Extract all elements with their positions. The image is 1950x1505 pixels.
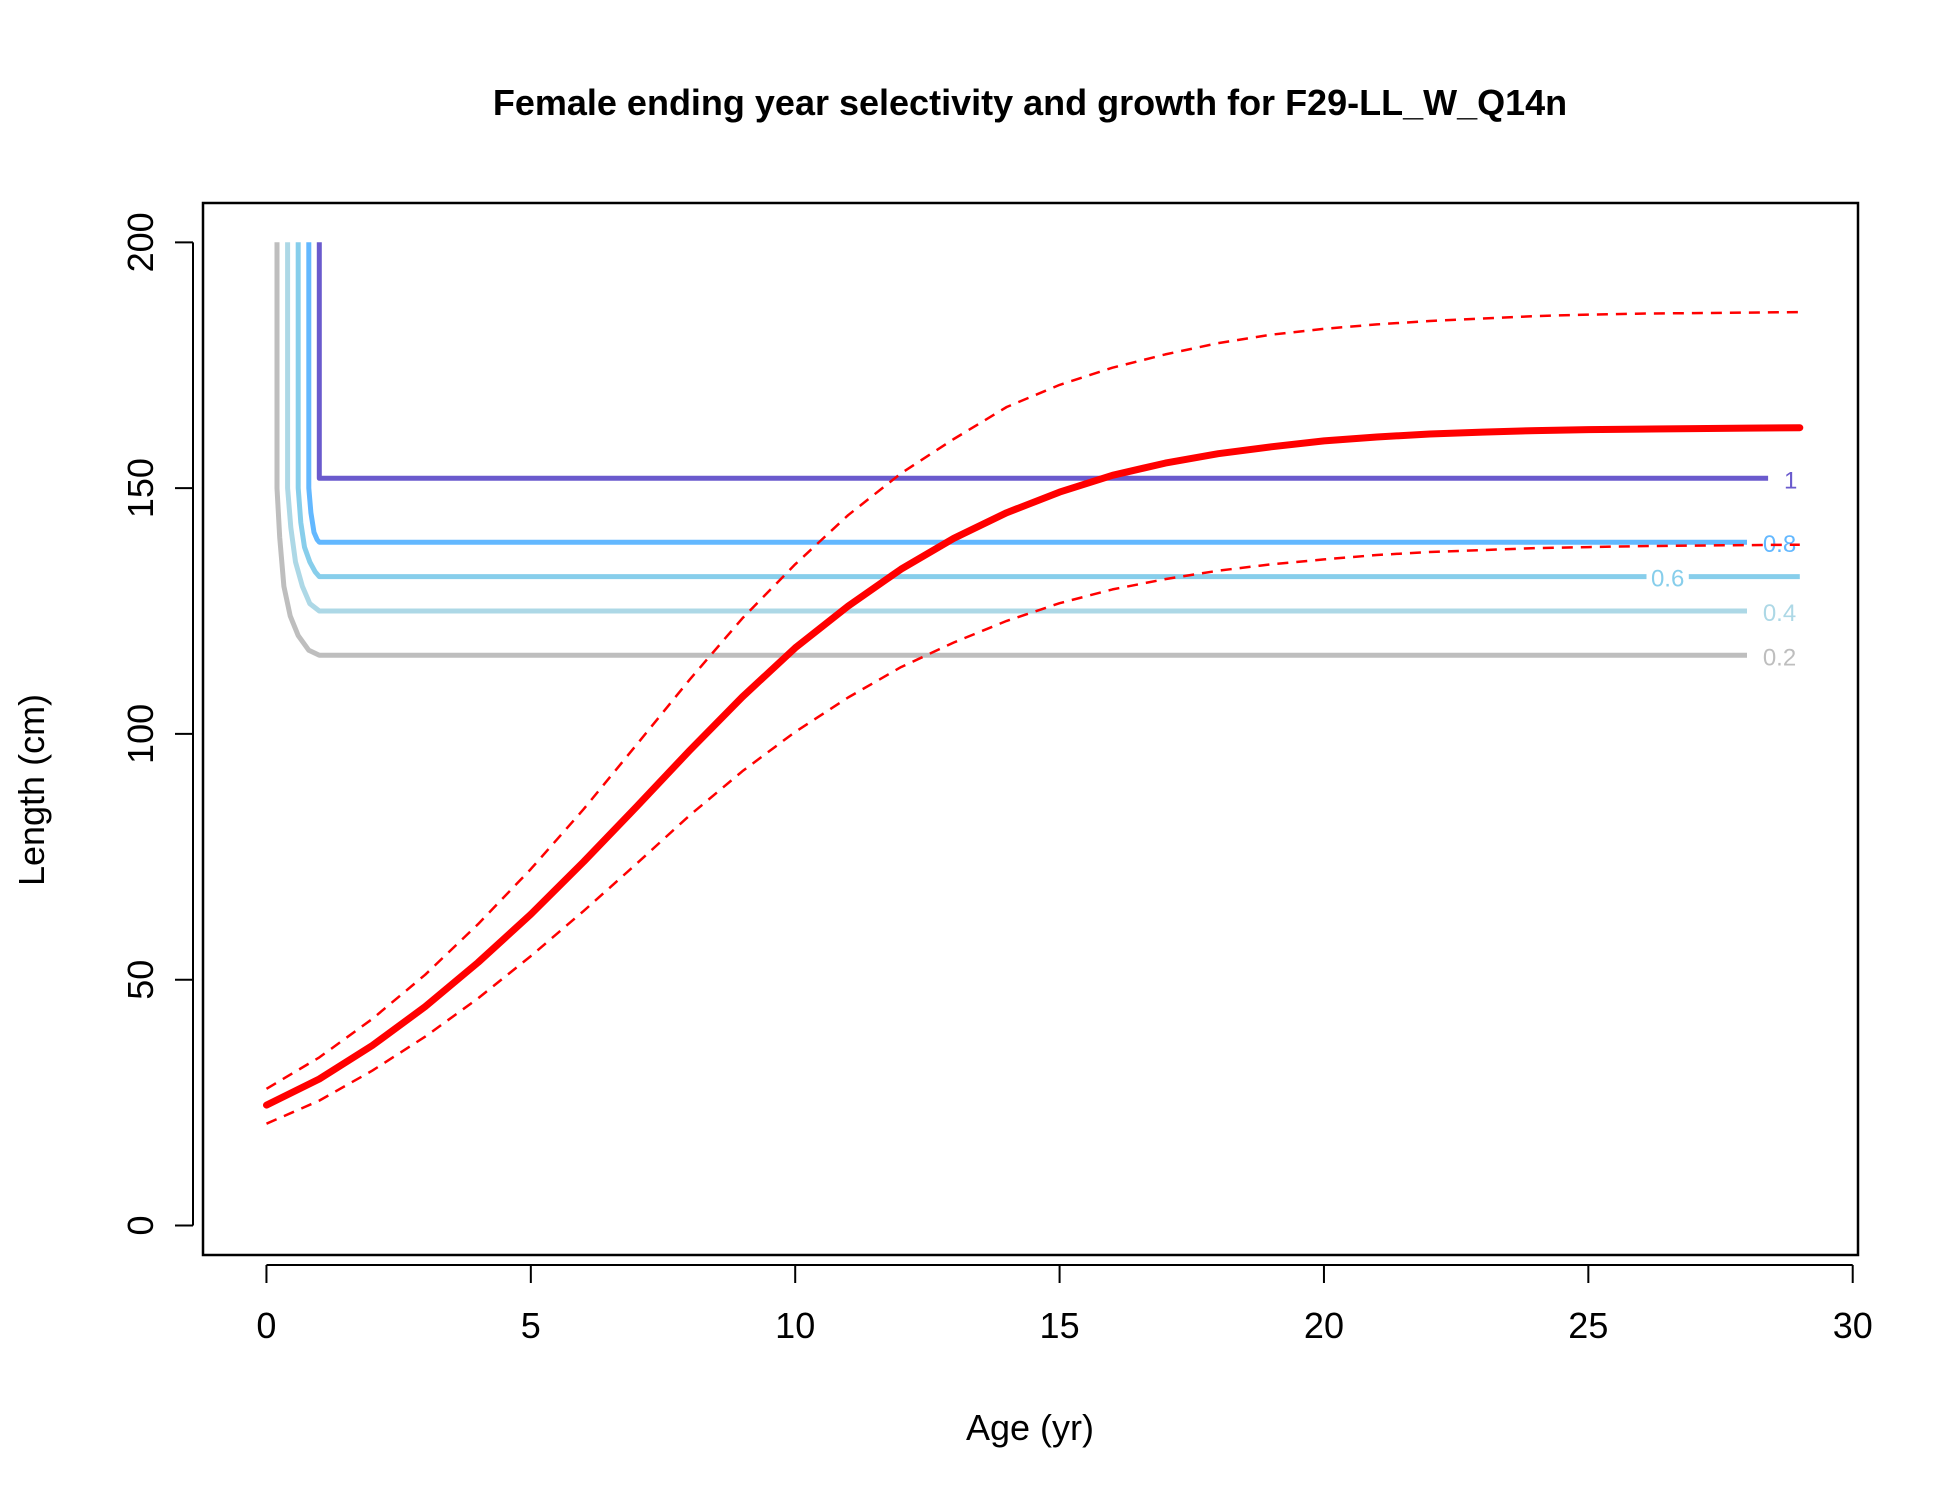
contour-line-0-8 — [306, 242, 1747, 545]
y-tick-label: 50 — [120, 960, 161, 1000]
plot-frame — [201, 201, 1860, 1257]
growth-curves — [263, 310, 1804, 1125]
x-axis-label: Age (yr) — [966, 1407, 1094, 1448]
y-axis-label: Length (cm) — [11, 694, 52, 886]
x-axis: 0 5 10 15 20 25 30 — [256, 1264, 1873, 1346]
y-axis: 0 50 100 150 200 — [120, 212, 194, 1236]
contour-label-0-6: 0.6 — [1651, 566, 1684, 593]
contour-label-0-4: 0.4 — [1763, 600, 1796, 627]
y-tick-label: 150 — [120, 458, 161, 518]
contour-line-0-6 — [295, 242, 1647, 580]
x-tick-label: 20 — [1304, 1305, 1344, 1346]
x-tick-label: 30 — [1833, 1305, 1873, 1346]
x-tick-label: 15 — [1040, 1305, 1080, 1346]
growth-upper-bound-line — [265, 310, 1800, 1090]
chart-title: Female ending year selectivity and growt… — [493, 82, 1567, 123]
contour-label-0-2: 0.2 — [1763, 644, 1796, 671]
x-tick-label: 10 — [775, 1305, 815, 1346]
y-tick-label: 100 — [120, 704, 161, 764]
x-tick-label: 25 — [1568, 1305, 1608, 1346]
y-tick-label: 0 — [120, 1215, 161, 1235]
x-tick-label: 0 — [256, 1305, 276, 1346]
growth-lower-bound-line — [265, 543, 1800, 1125]
contour-line-0-4 — [285, 242, 1747, 614]
growth-growth-line — [263, 424, 1804, 1109]
y-tick-label: 200 — [120, 212, 161, 272]
contour-label-1: 1 — [1784, 467, 1797, 494]
contour-line-1 — [316, 242, 1769, 481]
contour-line-0-2 — [274, 242, 1747, 658]
x-tick-label: 5 — [521, 1305, 541, 1346]
selectivity-contours: 0.20.40.60.81 — [274, 242, 1800, 671]
